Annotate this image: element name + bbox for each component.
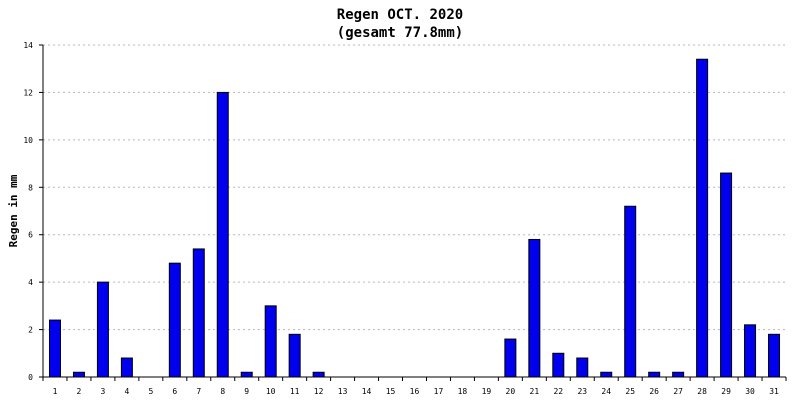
x-tick-label: 23	[577, 387, 587, 396]
bar-day-8	[216, 91, 229, 378]
bar-day-11	[288, 333, 301, 378]
bar-day-29	[720, 172, 733, 378]
x-tick-label: 24	[601, 387, 611, 396]
x-tick-label: 13	[338, 387, 348, 396]
y-tick-label: 6	[28, 231, 33, 240]
bar-day-4	[120, 357, 133, 378]
bar-day-27	[672, 371, 685, 378]
x-tick-label: 4	[124, 387, 129, 396]
x-tick-label: 31	[769, 387, 779, 396]
bar-day-9	[240, 371, 253, 378]
y-tick-label: 14	[23, 41, 33, 50]
x-tick-label: 19	[482, 387, 492, 396]
bar-day-20	[504, 338, 517, 378]
x-tick-label: 11	[290, 387, 300, 396]
x-tick-label: 7	[196, 387, 201, 396]
bar-day-31	[768, 333, 781, 378]
x-tick-label: 1	[53, 387, 58, 396]
y-axis-label: Regen in mm	[7, 174, 20, 247]
bar-day-30	[744, 324, 757, 378]
x-tick-label: 3	[101, 387, 106, 396]
bar-day-3	[96, 281, 109, 378]
bar-day-22	[552, 352, 565, 378]
x-tick-label: 9	[244, 387, 249, 396]
grid-lines	[43, 44, 786, 331]
y-tick-label: 2	[28, 326, 33, 335]
x-tick-label: 17	[434, 387, 444, 396]
x-tick-label: 29	[721, 387, 731, 396]
x-tick-label: 18	[458, 387, 468, 396]
x-tick-label: 26	[649, 387, 659, 396]
bar-day-1	[48, 319, 61, 378]
chart-subtitle: (gesamt 77.8mm)	[337, 25, 463, 41]
x-tick-label: 27	[673, 387, 683, 396]
bar-day-7	[192, 248, 205, 378]
x-tick-label: 16	[410, 387, 420, 396]
bar-day-26	[648, 371, 661, 378]
x-tick-label: 28	[697, 387, 707, 396]
y-tick-label: 4	[28, 278, 33, 287]
x-tick-label: 15	[386, 387, 396, 396]
x-tick-label: 2	[77, 387, 82, 396]
axes	[39, 44, 787, 381]
bar-day-10	[264, 305, 277, 378]
bar-day-25	[624, 205, 637, 378]
bar-day-21	[528, 238, 541, 378]
x-tick-label: 6	[172, 387, 177, 396]
x-tick-label: 21	[530, 387, 540, 396]
bar-day-6	[168, 262, 181, 378]
x-tick-label: 25	[625, 387, 635, 396]
bar-day-28	[696, 58, 709, 378]
x-tick-label: 5	[148, 387, 153, 396]
bar-day-23	[576, 357, 589, 378]
bar-day-2	[72, 371, 85, 378]
bar-day-24	[600, 371, 613, 378]
y-tick-label: 0	[28, 373, 33, 382]
y-tick-label: 8	[28, 183, 33, 192]
y-tick-label: 10	[23, 136, 33, 145]
chart-title: Regen OCT. 2020	[337, 7, 463, 23]
x-tick-label: 8	[220, 387, 225, 396]
y-tick-label: 12	[23, 88, 33, 97]
x-tick-label: 20	[506, 387, 516, 396]
x-tick-label: 22	[553, 387, 563, 396]
x-tick-label: 30	[745, 387, 755, 396]
x-tick-label: 14	[362, 387, 372, 396]
bar-day-12	[312, 371, 325, 378]
x-tick-label: 10	[266, 387, 276, 396]
x-tick-label: 12	[314, 387, 324, 396]
